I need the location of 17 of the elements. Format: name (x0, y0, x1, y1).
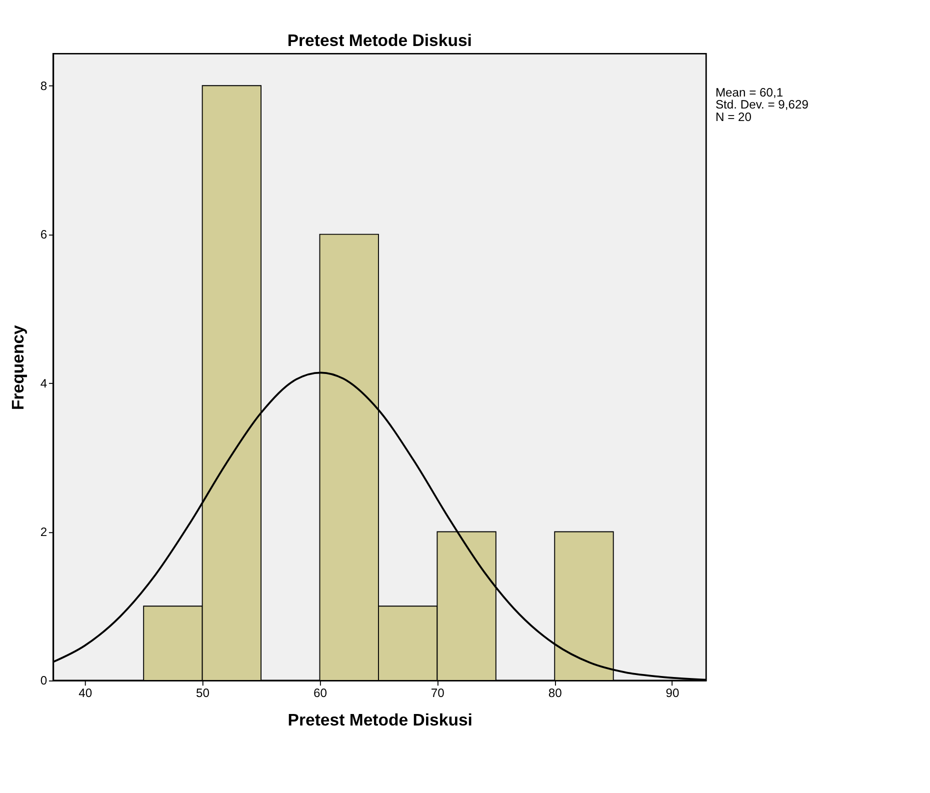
x-tick-label: 80 (548, 686, 562, 700)
y-tick-label: 2 (40, 524, 48, 539)
y-tick-label: 6 (40, 228, 48, 242)
text: Std. Dev. = 9,629 (715, 98, 809, 112)
y-tick-label: 4 (40, 376, 48, 390)
x-axis-title: Pretest Metode Diskusi (288, 710, 472, 730)
text: N = 20 (715, 110, 752, 124)
x-tick-label: 90 (666, 686, 680, 700)
text: Mean = 60,1 (715, 86, 784, 100)
y-axis-title: Frequency (8, 324, 28, 410)
y-tick-label: 0 (40, 674, 48, 688)
chart-title: Pretest Metode Diskusi (287, 31, 472, 50)
x-tick-label: 40 (78, 686, 92, 700)
y-tick-label: 8 (40, 78, 48, 93)
x-tick-label: 50 (196, 686, 210, 700)
x-tick-label: 70 (430, 686, 445, 700)
x-tick-label: 60 (313, 686, 328, 700)
